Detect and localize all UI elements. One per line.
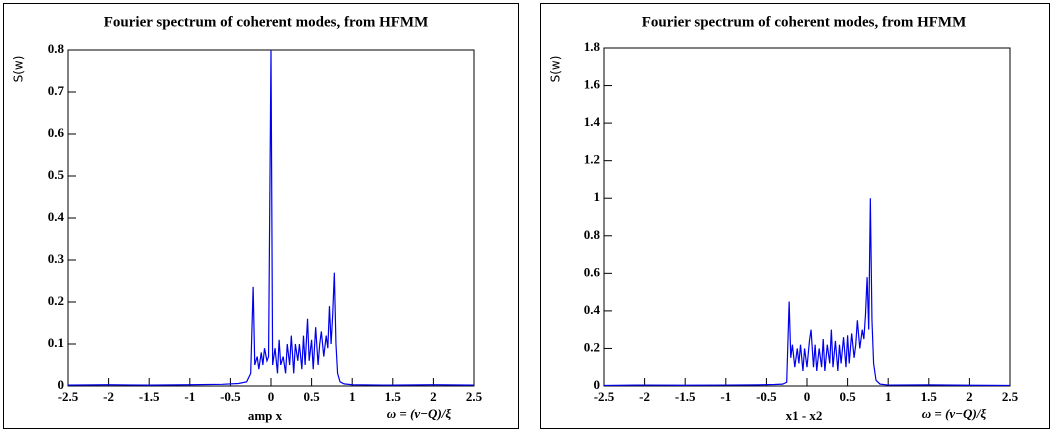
x-tick-label: -1.5 [139, 389, 160, 404]
chart-title: Fourier spectrum of coherent modes, from… [104, 14, 429, 30]
x-tick-label: 0.5 [303, 389, 320, 404]
y-tick-label: 0.2 [584, 339, 600, 354]
panel-border [540, 3, 1050, 429]
x-tick-label: -2.5 [594, 389, 615, 404]
x-tick-label: 2.5 [1002, 389, 1019, 404]
y-tick-label: 0.5 [48, 167, 65, 182]
y-tick-label: 1.6 [584, 77, 601, 92]
y-tick-label: 0.6 [584, 264, 601, 279]
x-tick-label: -1 [184, 389, 195, 404]
y-tick-label: 0.1 [48, 335, 64, 350]
x-tick-label: 0 [268, 389, 275, 404]
y-tick-label: 0.2 [48, 293, 64, 308]
y-axis-label: S(w) [12, 56, 26, 83]
y-tick-label: 0.8 [48, 41, 65, 56]
chart-panel: Fourier spectrum of coherent modes, from… [540, 3, 1050, 429]
y-tick-label: 0.6 [48, 125, 65, 140]
y-tick-label: 0 [594, 377, 601, 392]
x-tick-label: 1.5 [921, 389, 938, 404]
annotation: x1 - x2 [786, 408, 823, 423]
spectrum-line [603, 198, 1011, 387]
x-tick-label: -1.5 [675, 389, 696, 404]
annotation: amp x [248, 408, 283, 423]
y-tick-label: 1.4 [584, 114, 601, 129]
x-tick-label: 1 [349, 389, 356, 404]
y-tick-label: 0.3 [48, 251, 65, 266]
x-tick-label: -1 [720, 389, 731, 404]
y-tick-label: 1 [594, 189, 601, 204]
x-tick-label: -2 [639, 389, 650, 404]
x-axis-label: ω = (ν−Q)/ξ [922, 406, 987, 421]
x-tick-label: 1.5 [385, 389, 402, 404]
y-axis-label: S(w) [549, 56, 563, 83]
y-tick-label: 1.2 [584, 152, 600, 167]
x-tick-label: 1 [885, 389, 892, 404]
x-tick-label: -2 [103, 389, 114, 404]
x-tick-label: 2.5 [466, 389, 483, 404]
y-tick-label: 0.7 [48, 83, 65, 98]
chart-panel: Fourier spectrum of coherent modes, from… [3, 3, 519, 429]
plot-frame [603, 47, 1011, 387]
y-tick-label: 0.4 [584, 302, 601, 317]
x-tick-label: 2 [430, 389, 437, 404]
x-tick-label: -0.5 [756, 389, 777, 404]
x-axis-label: ω = (ν−Q)/ξ [387, 406, 452, 421]
x-tick-label: 2 [966, 389, 973, 404]
y-tick-label: 1.8 [584, 39, 601, 54]
spectrum-line [67, 49, 475, 386]
x-tick-label: -2.5 [58, 389, 79, 404]
chart-title: Fourier spectrum of coherent modes, from… [642, 14, 967, 30]
x-tick-label: 0.5 [839, 389, 856, 404]
y-tick-label: 0 [58, 377, 65, 392]
x-tick-label: 0 [804, 389, 811, 404]
y-tick-label: 0.8 [584, 227, 601, 242]
x-tick-label: -0.5 [220, 389, 241, 404]
y-tick-label: 0.4 [48, 209, 65, 224]
panel-border [3, 3, 519, 429]
